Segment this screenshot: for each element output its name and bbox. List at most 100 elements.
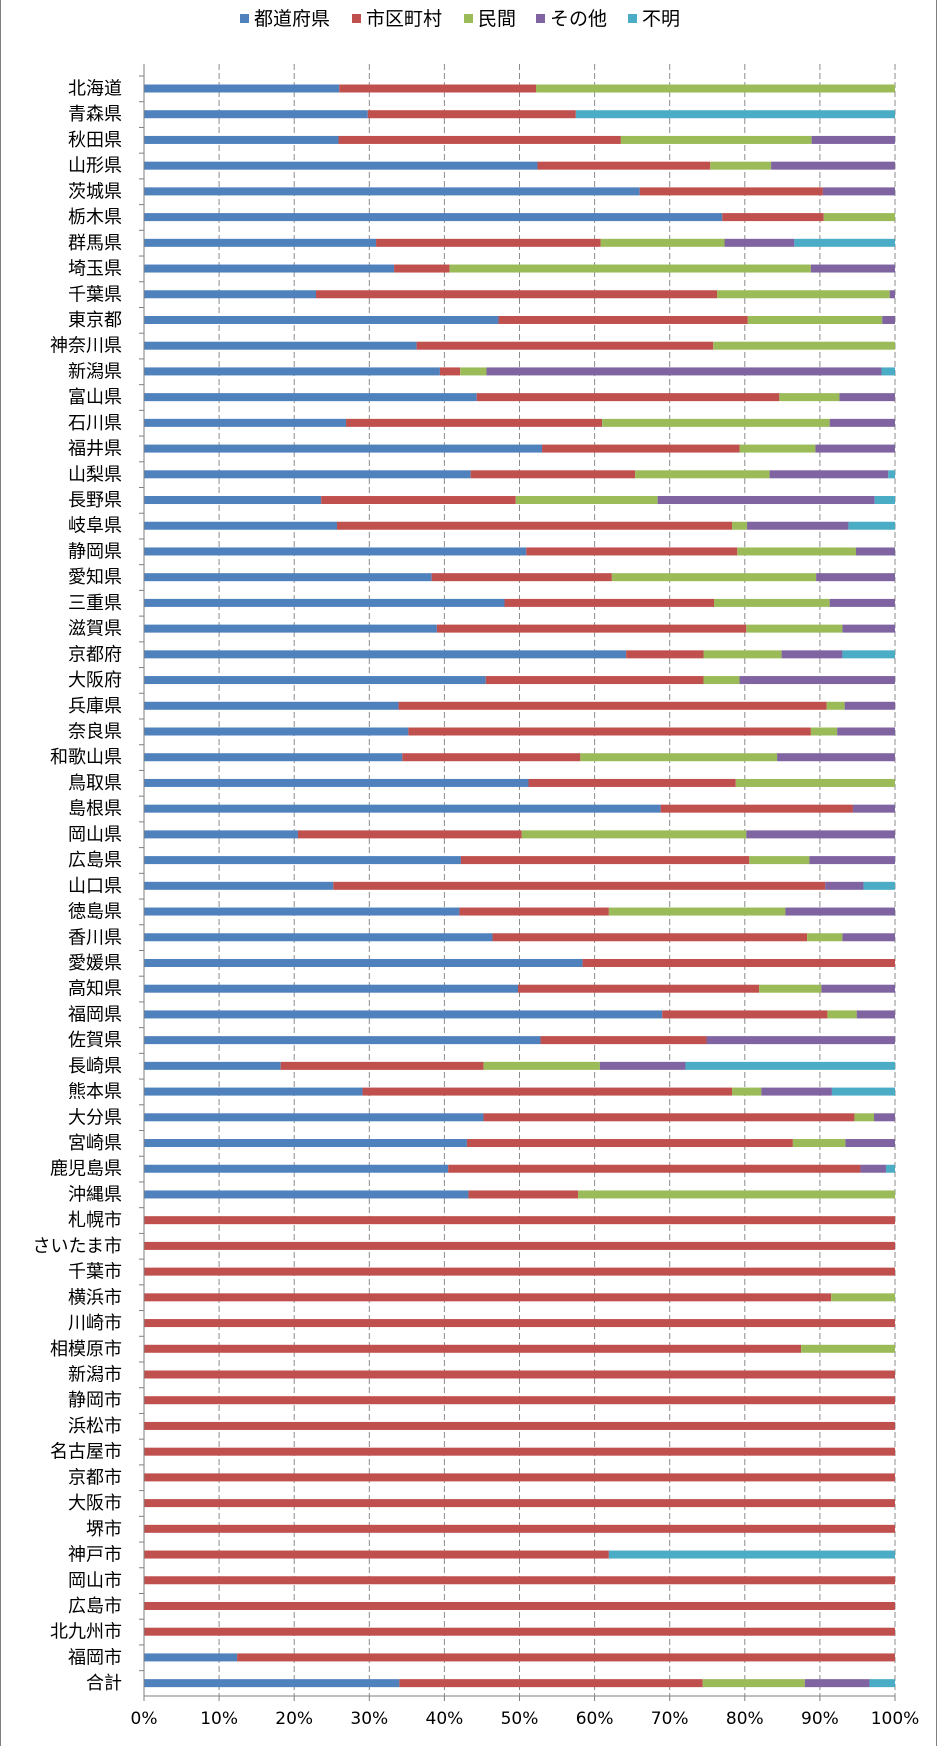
bar-segment xyxy=(848,521,895,530)
bar-segment xyxy=(367,110,576,119)
bar-segment xyxy=(517,984,760,993)
bar-segment xyxy=(804,1679,870,1688)
category-label: 神奈川県 xyxy=(50,336,122,357)
category-label: 札幌市 xyxy=(68,1210,122,1231)
legend: 都道府県 市区町村 民間 その他 不明 xyxy=(240,8,680,30)
category-label: さいたま市 xyxy=(33,1236,122,1257)
bar-segment xyxy=(144,290,316,299)
bar-segment xyxy=(144,367,440,376)
bar-segment xyxy=(761,1087,832,1096)
bar-segment xyxy=(338,135,621,144)
bar-segment xyxy=(785,907,895,916)
bar-segment xyxy=(575,110,895,119)
bar-segment xyxy=(873,1113,895,1122)
category-label: 東京都 xyxy=(68,310,122,331)
bar-segment xyxy=(854,1113,874,1122)
bar-segment xyxy=(144,727,409,736)
bar-segment xyxy=(662,1010,828,1019)
bar-segment xyxy=(144,187,640,196)
bar-segment xyxy=(829,418,895,427)
bar-segment xyxy=(470,470,636,479)
bar-segment xyxy=(144,573,432,582)
bar-segment xyxy=(144,1319,895,1328)
bar-segment xyxy=(144,1061,281,1070)
bar-segment xyxy=(635,470,770,479)
bar-segment xyxy=(144,470,471,479)
bar-segment xyxy=(831,1087,895,1096)
legend-label: 民間 xyxy=(478,8,516,30)
bar-segment xyxy=(732,521,748,530)
bar-segment xyxy=(739,444,816,453)
bar-segment xyxy=(144,1679,400,1688)
bar-segment xyxy=(144,881,334,890)
bar-segment xyxy=(144,1550,609,1559)
bar-segment xyxy=(280,1061,484,1070)
bar-segment xyxy=(144,1216,895,1225)
bar-segment xyxy=(747,521,849,530)
bar-segment xyxy=(703,650,782,659)
bar-segment xyxy=(466,1139,793,1148)
bar-segment xyxy=(822,187,895,196)
bar-segment xyxy=(626,650,704,659)
bar-segment xyxy=(823,213,895,222)
bar-segment xyxy=(599,1061,686,1070)
bar-segment xyxy=(144,135,339,144)
legend-label: 都道府県 xyxy=(254,8,330,30)
category-label: 富山県 xyxy=(68,387,122,408)
bar-segment xyxy=(777,753,895,762)
bar-segment xyxy=(399,1679,703,1688)
category-label: 茨城県 xyxy=(68,181,122,202)
bar-segment xyxy=(486,367,882,376)
bar-segment xyxy=(639,187,823,196)
bar-segment xyxy=(144,1139,467,1148)
category-label: 滋賀県 xyxy=(68,619,122,640)
category-label: 福岡市 xyxy=(68,1647,122,1668)
bar-segment xyxy=(542,444,740,453)
category-label: 千葉市 xyxy=(68,1262,122,1283)
bar-segment xyxy=(769,470,889,479)
bar-segment xyxy=(144,1010,663,1019)
bar-segment xyxy=(144,1267,895,1276)
bar-segment xyxy=(801,1344,895,1353)
bar-segment xyxy=(144,830,298,839)
bar-segment xyxy=(144,1241,895,1250)
bar-segment xyxy=(459,907,609,916)
bar-segment xyxy=(449,264,811,273)
category-label: 鳥取県 xyxy=(68,773,122,794)
category-label: 島根県 xyxy=(68,799,122,820)
bar-segment xyxy=(144,1396,895,1405)
bar-segment xyxy=(144,496,322,505)
bar-segment xyxy=(885,1164,895,1173)
bar-segment xyxy=(144,933,493,942)
bar-segment xyxy=(144,521,338,530)
bar-segment xyxy=(144,907,460,916)
bar-segment xyxy=(842,650,895,659)
bar-segment xyxy=(144,1576,895,1585)
bar-segment xyxy=(237,1653,895,1662)
bar-segment xyxy=(144,264,395,273)
category-label: 徳島県 xyxy=(68,902,122,923)
bar-segment xyxy=(860,1164,886,1173)
category-label: 岡山市 xyxy=(68,1570,122,1591)
legend-swatch xyxy=(240,14,249,23)
x-tick-label: 80% xyxy=(726,1709,764,1729)
bar-segment xyxy=(810,727,838,736)
bar-segment xyxy=(874,496,895,505)
bar-segment xyxy=(439,367,461,376)
bar-segment xyxy=(144,444,543,453)
bar-segment xyxy=(144,1524,895,1533)
bar-segment xyxy=(881,367,895,376)
bar-segment xyxy=(722,213,824,222)
category-label: 愛媛県 xyxy=(68,953,122,974)
bar-segment xyxy=(882,315,895,324)
category-labels: 北海道青森県秋田県山形県茨城県栃木県群馬県埼玉県千葉県東京都神奈川県新潟県富山県… xyxy=(33,79,122,1695)
bar-segment xyxy=(869,1679,895,1688)
x-tick-label: 70% xyxy=(651,1709,689,1729)
category-label: 京都府 xyxy=(68,644,122,665)
bar-segment xyxy=(144,341,417,350)
category-label: 京都市 xyxy=(68,1467,122,1488)
bar-segment xyxy=(483,1113,855,1122)
category-label: 大分県 xyxy=(68,1107,122,1128)
